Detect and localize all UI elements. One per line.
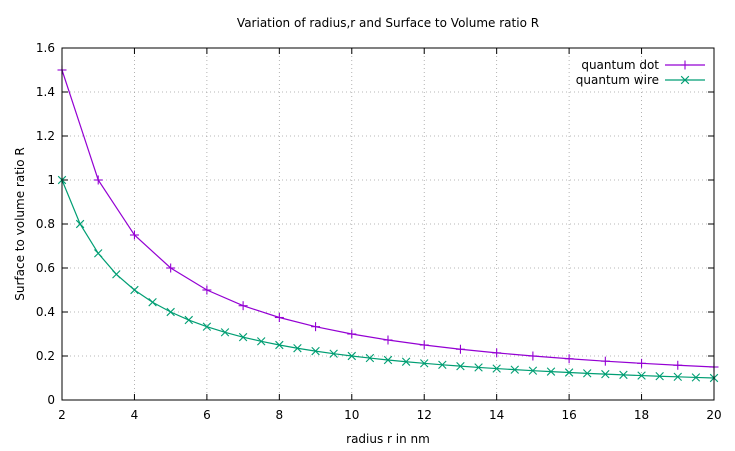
data-point-quantum-dot xyxy=(274,313,284,322)
legend-marker-quantum-dot xyxy=(680,60,690,70)
data-point-quantum-wire xyxy=(510,365,519,374)
data-point-quantum-wire xyxy=(94,249,103,258)
data-point-quantum-wire xyxy=(673,372,682,382)
series-layer xyxy=(57,65,719,383)
data-point-quantum-wire xyxy=(202,322,212,331)
data-point-quantum-wire xyxy=(528,366,538,375)
y-tick-label: 0.6 xyxy=(36,261,55,275)
data-point-quantum-dot xyxy=(564,354,574,364)
x-tick-label: 20 xyxy=(706,408,721,422)
data-point-quantum-wire xyxy=(619,370,628,380)
data-point-quantum-dot xyxy=(129,230,139,240)
legend-label-quantum-wire: quantum wire xyxy=(576,73,659,87)
data-point-quantum-wire xyxy=(383,355,393,365)
data-point-quantum-dot xyxy=(311,322,321,332)
series-line-quantum-dot xyxy=(61,69,715,368)
legend-marker-quantum-wire xyxy=(680,75,690,85)
data-point-quantum-wire xyxy=(329,349,338,358)
data-point-quantum-dot xyxy=(528,351,538,361)
legend: quantum dot quantum wire xyxy=(576,58,705,87)
data-point-quantum-wire xyxy=(257,337,266,346)
data-point-quantum-wire xyxy=(474,363,483,372)
legend-point-quantum-dot xyxy=(680,60,690,70)
grid xyxy=(62,48,714,400)
x-tick-label: 16 xyxy=(561,408,576,422)
legend-label-quantum-dot: quantum dot xyxy=(581,58,659,72)
data-point-quantum-wire xyxy=(438,360,447,370)
y-tick-label: 1 xyxy=(47,173,55,187)
data-point-quantum-dot xyxy=(166,263,176,273)
data-point-quantum-dot xyxy=(637,358,647,368)
x-tick-label: 12 xyxy=(417,408,432,422)
data-point-quantum-dot xyxy=(383,335,393,345)
data-point-quantum-dot xyxy=(492,348,502,358)
data-point-quantum-wire xyxy=(401,357,411,366)
data-point-quantum-dot xyxy=(419,340,429,350)
x-tick-label: 6 xyxy=(203,408,211,422)
data-point-quantum-wire xyxy=(546,367,556,376)
data-point-quantum-dot xyxy=(600,356,610,366)
data-point-quantum-wire xyxy=(456,361,465,371)
y-tick-label: 1.2 xyxy=(36,129,55,143)
x-tick-label: 10 xyxy=(344,408,359,422)
x-tick-label: 8 xyxy=(276,408,284,422)
data-point-quantum-wire xyxy=(564,368,574,377)
data-point-quantum-wire xyxy=(637,371,646,380)
data-point-quantum-wire xyxy=(238,332,248,342)
data-point-quantum-wire xyxy=(420,359,429,368)
x-axis-label: radius r in nm xyxy=(346,432,430,446)
chart-title: Variation of radius,r and Surface to Vol… xyxy=(237,16,539,30)
y-tick-label: 0 xyxy=(47,393,55,407)
data-point-quantum-wire xyxy=(347,351,356,361)
plot-border xyxy=(61,47,715,401)
data-point-quantum-wire xyxy=(311,346,320,356)
y-tick-label: 0.2 xyxy=(36,349,55,363)
y-tick-label: 1.6 xyxy=(36,41,55,55)
y-tick-label: 0.8 xyxy=(36,217,55,231)
x-tick-label: 18 xyxy=(634,408,649,422)
data-point-quantum-wire xyxy=(220,328,230,337)
data-point-quantum-wire xyxy=(75,219,85,229)
data-point-quantum-dot xyxy=(455,344,465,354)
data-point-quantum-wire xyxy=(275,340,284,350)
data-point-quantum-wire xyxy=(365,353,375,363)
x-tick-label: 4 xyxy=(131,408,139,422)
data-point-quantum-dot xyxy=(93,175,103,185)
data-point-quantum-wire xyxy=(691,373,701,382)
data-point-quantum-wire xyxy=(184,315,193,325)
data-point-quantum-wire xyxy=(655,372,664,381)
data-point-quantum-wire xyxy=(601,369,610,379)
data-point-quantum-dot xyxy=(202,285,212,295)
legend-point-quantum-wire xyxy=(680,75,690,85)
y-tick-label: 1.4 xyxy=(36,85,55,99)
y-tick-label: 0.4 xyxy=(36,305,55,319)
ticks: 2 4 6 8 10 12 14 16 18 20 0 0.2 0.4 0.6 0.8 1 1.2 1.4 1.6 xyxy=(36,41,722,422)
data-point-quantum-wire xyxy=(130,285,139,295)
data-point-quantum-wire xyxy=(112,270,121,279)
data-point-quantum-dot xyxy=(347,329,357,339)
data-point-quantum-wire xyxy=(492,364,501,373)
data-point-quantum-dot xyxy=(238,301,248,311)
data-point-quantum-dot xyxy=(673,360,683,370)
data-point-quantum-wire xyxy=(166,307,175,317)
x-tick-label: 2 xyxy=(58,408,66,422)
x-tick-label: 14 xyxy=(489,408,504,422)
series-line-quantum-wire xyxy=(61,179,715,379)
data-point-quantum-wire xyxy=(583,369,592,378)
data-point-quantum-wire xyxy=(293,344,302,353)
data-point-quantum-wire xyxy=(148,298,157,307)
y-axis-label: Surface to volume ratio R xyxy=(13,147,27,300)
